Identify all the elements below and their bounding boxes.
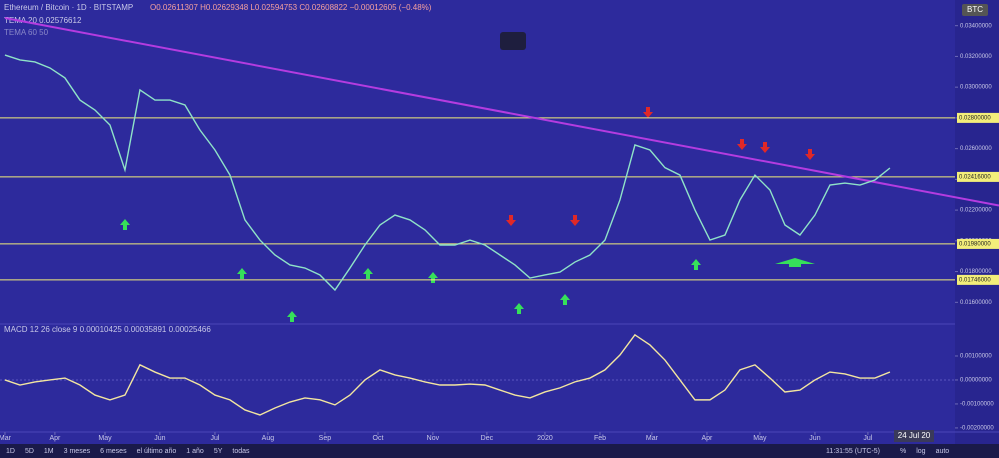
x-tick-label: Jul [210,435,219,442]
y-tick-label: 0.02600000 [960,146,992,152]
macd-line [4,333,891,416]
y-tick-label: 0.00100000 [960,354,992,360]
level-tag [957,112,999,123]
y-tick-label: 0.01600000 [960,300,992,306]
x-tick-label: Feb [594,435,606,442]
level-tag [957,238,999,249]
macd-title: MACD 12 26 close 9 0.00010425 0.00035891… [4,325,211,334]
level-label: 0.01980000 [959,241,991,247]
date-label: 24 Jul 20 [898,431,931,440]
y-tick-label: 0.03000000 [960,85,992,91]
range-button[interactable]: todas [232,448,250,455]
y-tick-label: 0.03400000 [960,23,992,29]
trend-line [4,17,999,207]
x-tick-label: May [753,435,767,442]
option-button[interactable]: log [916,448,925,455]
x-tick-label: Jul [863,435,872,442]
x-tick-label: Jun [809,435,820,442]
indicator: TEMA 20 0.02576612 [4,16,82,25]
widget[interactable] [500,32,526,50]
ohlc: O0.02611307 H0.02629348 L0.02594753 C0.0… [150,3,432,12]
x-tick-label: May [98,435,112,442]
range-button[interactable]: 5Y [214,448,223,455]
x-tick-label: Mar [0,435,12,442]
date-tag [894,430,934,442]
range-button[interactable]: 1D [6,448,15,455]
x-tick-label: Apr [701,435,713,442]
option-button[interactable]: auto [936,448,950,455]
x-tick-label: Aug [262,435,275,442]
y-tick-label: 0.01800000 [960,269,992,275]
x-tick-label: Apr [49,435,61,442]
option-button[interactable]: % [900,448,906,455]
range-button[interactable]: 1M [44,448,54,455]
clock: 11:31:55 (UTC-5) [826,448,880,455]
x-tick-label: Dec [481,435,494,442]
y-tick-label: -0.00100000 [960,402,994,408]
range-button[interactable]: 3 meses [64,448,91,455]
level-label: 0.01746000 [959,277,991,283]
x-tick-label: Nov [427,435,440,442]
arrows [120,107,815,322]
range-button[interactable]: 6 meses [100,448,127,455]
x-tick-label: Sep [319,435,332,442]
y-tick-label: 0.00000000 [960,378,992,384]
range-button[interactable]: 1 año [186,448,204,455]
y-tick-label: 0.02200000 [960,208,992,214]
toolbar [0,444,999,458]
range-button[interactable]: el último año [137,448,177,455]
range-button[interactable]: 5D [25,448,34,455]
level-tag [957,171,999,182]
level-tag [957,274,999,285]
price-axis [955,0,999,444]
x-tick-label: Mar [646,435,659,442]
x-tick-label: 2020 [537,435,553,442]
indicator: TEMA 60 50 [4,28,49,37]
x-tick-label: Oct [373,435,384,442]
currency-button[interactable] [962,4,988,16]
level-label: 0.02800000 [959,115,991,121]
currency: BTC [967,5,983,14]
x-tick-label: Jun [154,435,165,442]
chart-title: Ethereum / Bitcoin · 1D · BITSTAMP [4,3,133,12]
level-label: 0.02416000 [959,174,991,180]
y-tick-label: 0.03200000 [960,54,992,60]
price-line [4,54,891,292]
y-tick-label: -0.00200000 [960,426,994,432]
